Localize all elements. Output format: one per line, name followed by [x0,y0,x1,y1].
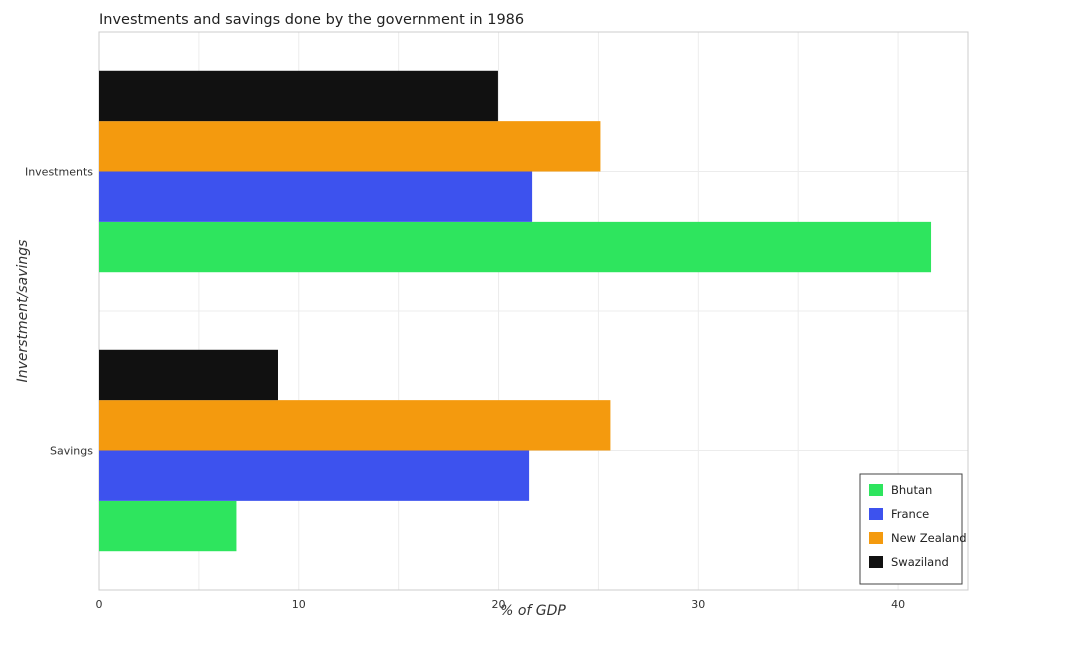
plot-border [98,31,969,591]
y-tick-label: Investments [25,166,93,179]
legend-label: New Zealand [891,531,967,545]
x-tick-label: 40 [891,598,905,611]
bar-new-zealand-investments [99,121,601,172]
bar-new-zealand-savings [99,400,611,451]
legend-swatch [869,484,883,496]
bar-bhutan-savings [99,500,237,552]
y-axis-label: Inverstment/savings [15,240,31,383]
chart-title: Investments and savings done by the gove… [99,12,524,28]
legend-swatch [869,556,883,568]
x-tick-label: 30 [691,598,705,611]
bar-france-savings [99,450,530,501]
bar-swaziland-savings [99,349,278,401]
legend-swatch [869,532,883,544]
legend-label: Bhutan [891,483,932,497]
legend-label: Swaziland [891,555,949,569]
legend-label: France [891,507,929,521]
bar-swaziland-investments [99,70,498,122]
y-ticks: Investments Savings [25,166,93,458]
bar-france-investments [99,171,533,222]
x-tick-label: 0 [96,598,103,611]
legend-swatch [869,508,883,520]
bars [99,70,932,552]
x-axis-label: % of GDP [500,603,566,619]
y-tick-label: Savings [50,445,93,458]
legend: Bhutan France New Zealand Swaziland [859,473,967,585]
x-tick-label: 10 [292,598,306,611]
x-ticks: 0 10 20 30 40 [96,598,906,611]
x-tick-label: 20 [492,598,506,611]
bar-bhutan-investments [99,221,932,273]
